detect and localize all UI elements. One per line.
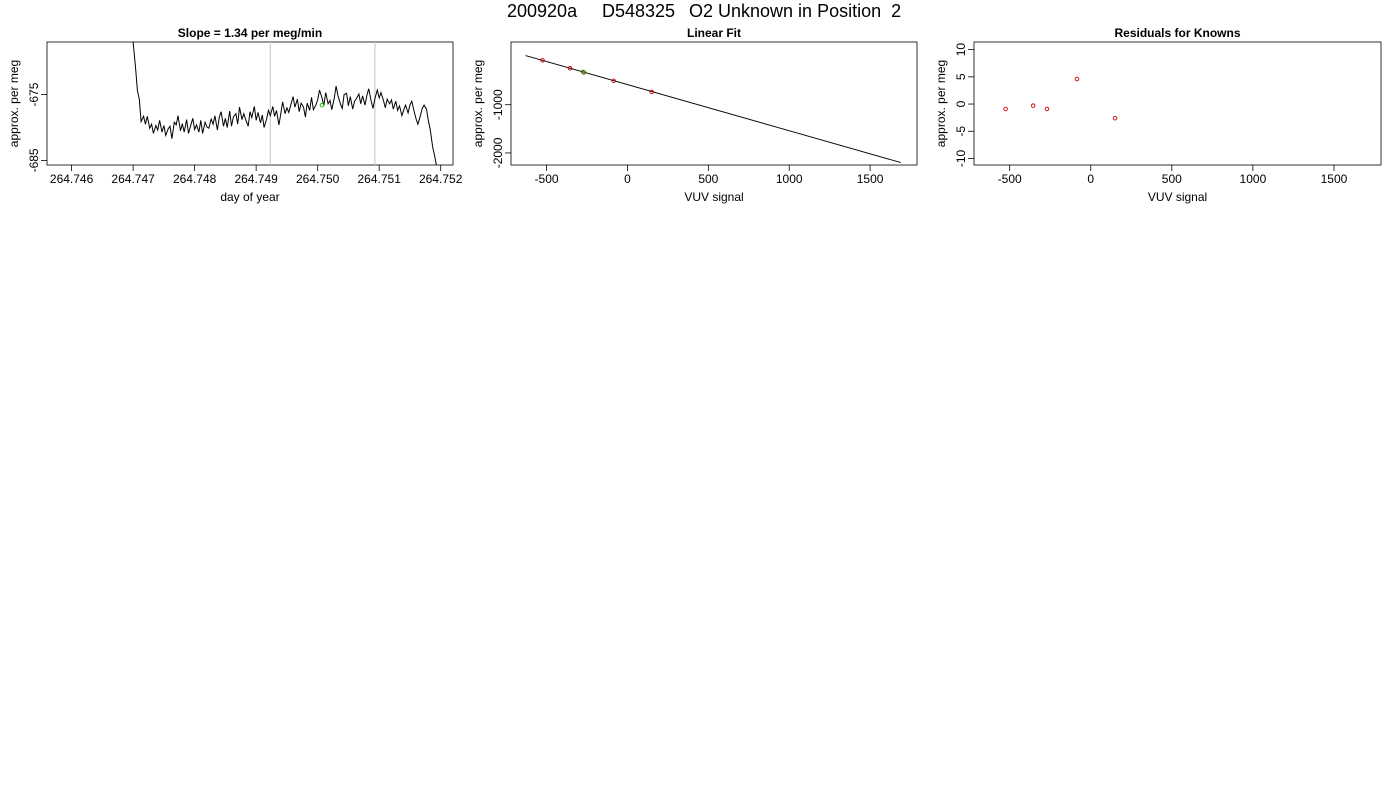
series-line	[132, 42, 437, 165]
y-tick-label: -675	[27, 82, 41, 106]
x-axis-label: VUV signal	[684, 190, 743, 204]
x-tick-label: 1500	[1321, 172, 1348, 186]
x-tick-label: 264.746	[50, 172, 94, 186]
panel-1: Slope = 1.34 per meg/min 264.746 264.747 26…	[7, 26, 463, 204]
x-tick-label: 500	[698, 172, 718, 186]
data-point	[1044, 106, 1050, 112]
data-point	[1003, 106, 1008, 112]
x-tick-label: 0	[624, 172, 631, 186]
panel-title: Residuals for Knowns	[1114, 26, 1240, 40]
x-tick-label: 264.751	[357, 172, 401, 186]
panel-2: Linear Fit -500 0 500 1000 1500 -1000 -2000 VUV …	[471, 26, 918, 204]
y-axis-label: approx. per meg	[471, 60, 485, 147]
figure-title: 200920a D548325 O2 Unknown in Position 2	[0, 0, 1400, 22]
panel-title: Linear Fit	[687, 26, 741, 40]
data-point	[567, 66, 573, 71]
y-tick-label: 5	[954, 73, 968, 80]
x-tick-label: 500	[1162, 172, 1182, 186]
x-tick-label: -500	[998, 172, 1022, 186]
data-point	[540, 58, 545, 63]
y-tick-label: -5	[954, 126, 968, 137]
y-tick-label: -2000	[491, 137, 505, 168]
panel-title: Slope = 1.34 per meg/min	[178, 26, 322, 40]
x-tick-label: 264.750	[296, 172, 340, 186]
plot-frame	[973, 41, 1382, 166]
plot-frame	[510, 41, 918, 166]
x-tick-label: -500	[535, 172, 559, 186]
title-description: O2 Unknown in Position 2	[689, 1, 902, 21]
y-tick-label: 10	[954, 43, 968, 57]
data-point	[1030, 103, 1036, 108]
plot-frame	[46, 41, 454, 166]
data-point	[1112, 115, 1118, 121]
y-tick-label: 0	[954, 100, 968, 107]
data-point	[319, 102, 325, 108]
x-tick-label: 264.747	[111, 172, 155, 186]
data-point	[580, 69, 586, 75]
y-tick-label: -10	[954, 149, 968, 167]
data-layer	[525, 55, 901, 164]
title-sample-id: D548325	[602, 1, 676, 21]
data-layer	[1003, 76, 1118, 121]
fit-line	[525, 55, 901, 164]
y-tick-label: -685	[27, 148, 41, 172]
data-point	[649, 89, 654, 95]
x-tick-label: 264.748	[173, 172, 217, 186]
data-point	[611, 78, 616, 84]
x-tick-label: 264.749	[234, 172, 278, 186]
panel-3: Residuals for Knowns -500 0 500 1000 1500 10 5 0…	[934, 26, 1382, 204]
y-axis-label: approx. per meg	[7, 60, 21, 147]
data-layer	[132, 42, 437, 165]
x-tick-label: 1500	[857, 172, 884, 186]
x-axis-label: VUV signal	[1148, 190, 1207, 204]
x-tick-label: 1000	[776, 172, 803, 186]
x-tick-label: 1000	[1240, 172, 1267, 186]
title-run-id: 200920a	[507, 1, 578, 21]
x-tick-label: 0	[1087, 172, 1094, 186]
y-axis-label: approx. per meg	[934, 60, 948, 147]
x-tick-label: 264.752	[419, 172, 463, 186]
y-tick-label: -1000	[491, 89, 505, 120]
data-point	[1074, 76, 1080, 82]
x-axis-label: day of year	[220, 190, 279, 204]
